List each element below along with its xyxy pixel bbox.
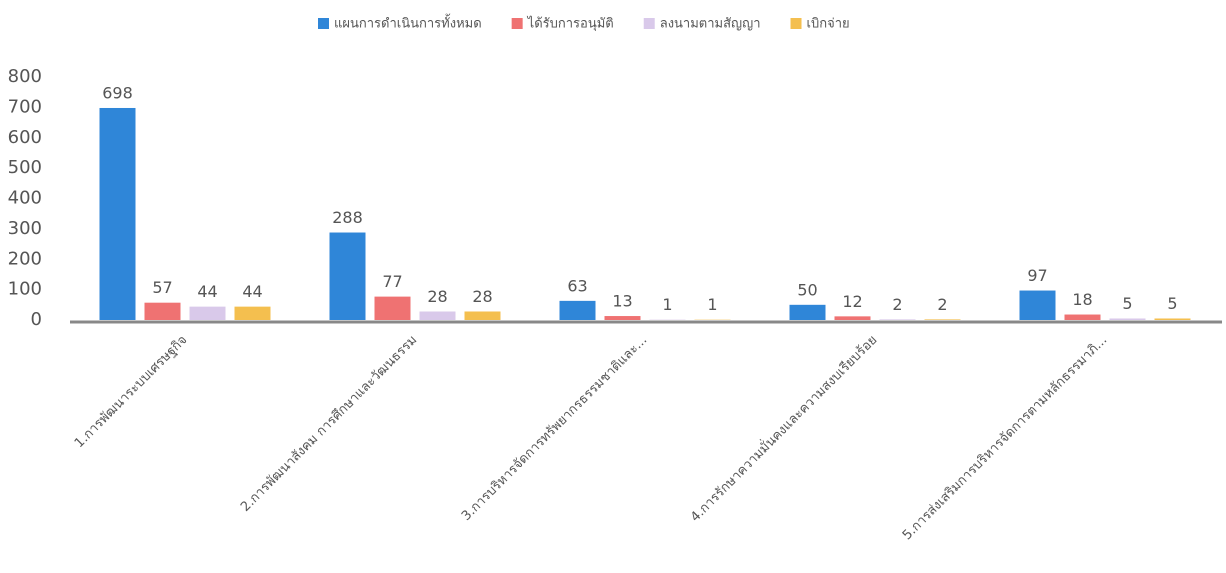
data-label: 13 bbox=[612, 292, 632, 311]
bar bbox=[604, 316, 641, 320]
data-label: 63 bbox=[567, 276, 587, 295]
y-tick-label: 800 bbox=[8, 66, 42, 87]
legend-swatch bbox=[511, 18, 523, 29]
legend-label: ลงนามตามสัญญา bbox=[660, 17, 761, 32]
data-label: 5 bbox=[1167, 294, 1177, 313]
legend-swatch bbox=[643, 18, 655, 29]
data-label: 44 bbox=[242, 282, 262, 301]
data-label: 57 bbox=[152, 278, 172, 297]
bar bbox=[1064, 314, 1101, 320]
data-label: 2 bbox=[937, 295, 947, 314]
bar bbox=[144, 302, 181, 320]
y-tick-label: 600 bbox=[8, 127, 42, 148]
bar bbox=[924, 319, 961, 320]
bar bbox=[1109, 318, 1146, 320]
x-tick-label: 2.การพัฒนาสังคม การศึกษาและวัฒนธรรม bbox=[238, 333, 420, 515]
bar bbox=[419, 311, 456, 320]
legend-label: ได้รับการอนุมัติ bbox=[527, 16, 614, 32]
y-tick-label: 300 bbox=[8, 218, 42, 239]
x-tick-label: 1.การพัฒนาระบบเศรษฐกิจ bbox=[72, 333, 190, 451]
x-tick-label: 5.การส่งเสริมการบริหารจัดการตามหลักธรรมา… bbox=[900, 333, 1110, 543]
legend-label: แผนการดำเนินการทั้งหมด bbox=[334, 14, 482, 32]
data-label: 77 bbox=[382, 272, 402, 291]
bar bbox=[99, 107, 136, 320]
bar bbox=[189, 306, 226, 320]
y-tick-label: 400 bbox=[8, 188, 42, 209]
bar bbox=[329, 232, 366, 320]
bar bbox=[559, 300, 596, 320]
data-label: 28 bbox=[427, 287, 447, 306]
bar bbox=[1154, 318, 1191, 320]
x-tick-label: 3.การบริหารจัดการทรัพยากรธรรมชาติและ... bbox=[459, 333, 650, 524]
bar bbox=[789, 304, 826, 320]
y-tick-label: 100 bbox=[8, 279, 42, 300]
legend-swatch bbox=[790, 18, 802, 29]
data-label: 1 bbox=[707, 295, 717, 314]
y-tick-label: 500 bbox=[8, 157, 42, 178]
legend-swatch bbox=[318, 18, 329, 29]
data-label: 18 bbox=[1072, 290, 1092, 309]
bar bbox=[464, 311, 501, 320]
data-label: 2 bbox=[892, 295, 902, 314]
x-tick-label: 4.การรักษาความมั่นคงและความสงบเรียบร้อย bbox=[687, 331, 881, 525]
data-label: 5 bbox=[1122, 294, 1132, 313]
data-label: 698 bbox=[102, 83, 133, 102]
data-label: 1 bbox=[662, 295, 672, 314]
y-tick-label: 700 bbox=[8, 96, 42, 117]
bar bbox=[374, 296, 411, 320]
data-label: 97 bbox=[1027, 266, 1047, 285]
bar bbox=[834, 316, 871, 320]
data-label: 12 bbox=[842, 292, 862, 311]
data-label: 28 bbox=[472, 287, 492, 306]
y-tick-label: 200 bbox=[8, 248, 42, 269]
bar bbox=[234, 306, 271, 320]
y-tick-label: 0 bbox=[31, 309, 42, 330]
data-label: 288 bbox=[332, 208, 363, 227]
data-label: 50 bbox=[797, 280, 817, 299]
bar bbox=[879, 319, 916, 320]
legend-label: เบิกจ่าย bbox=[807, 17, 850, 32]
bar bbox=[1019, 290, 1056, 320]
data-label: 44 bbox=[197, 282, 217, 301]
